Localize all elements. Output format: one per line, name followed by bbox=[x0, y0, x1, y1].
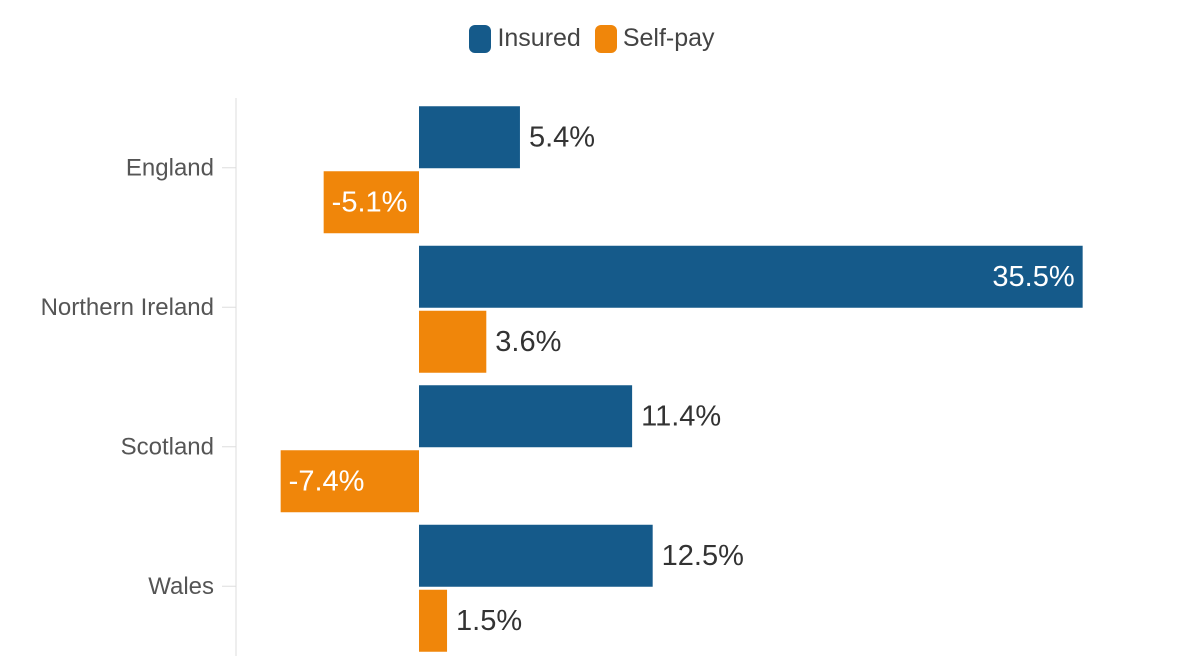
bar-self-pay-scotland bbox=[280, 450, 419, 513]
data-label-self-pay-wales: 1.5% bbox=[456, 605, 522, 637]
bar-self-pay-england bbox=[323, 171, 419, 234]
legend-label-insured: Insured bbox=[497, 24, 581, 52]
category-label-scotland: Scotland bbox=[121, 433, 214, 460]
bar-self-pay-northern-ireland bbox=[419, 310, 487, 373]
data-label-insured-scotland: 11.4% bbox=[641, 400, 721, 432]
legend-swatch-self-pay bbox=[594, 24, 617, 53]
bar-insured-scotland bbox=[419, 385, 633, 448]
bar-self-pay-wales bbox=[419, 589, 448, 652]
data-label-insured-wales: 12.5% bbox=[662, 540, 744, 572]
bar-insured-northern-ireland bbox=[419, 245, 1083, 308]
category-label-wales: Wales bbox=[148, 573, 214, 600]
data-label-self-pay-england: -5.1% bbox=[332, 186, 408, 218]
legend-item-insured: Insured bbox=[469, 24, 581, 53]
legend-item-self-pay: Self-pay bbox=[594, 24, 715, 53]
bar-insured-england bbox=[419, 106, 520, 169]
category-label-england: England bbox=[126, 154, 214, 181]
chart-legend: Insured Self-pay bbox=[0, 24, 1184, 53]
category-label-northern-ireland: Northern Ireland bbox=[41, 294, 214, 321]
bar-insured-wales bbox=[419, 524, 653, 587]
legend-label-self-pay: Self-pay bbox=[622, 24, 715, 52]
data-label-self-pay-northern-ireland: 3.6% bbox=[495, 326, 561, 358]
data-label-insured-england: 5.4% bbox=[529, 121, 595, 153]
legend-swatch-insured bbox=[469, 24, 492, 53]
data-label-insured-northern-ireland: 35.5% bbox=[992, 261, 1074, 293]
data-label-self-pay-scotland: -7.4% bbox=[289, 465, 365, 497]
